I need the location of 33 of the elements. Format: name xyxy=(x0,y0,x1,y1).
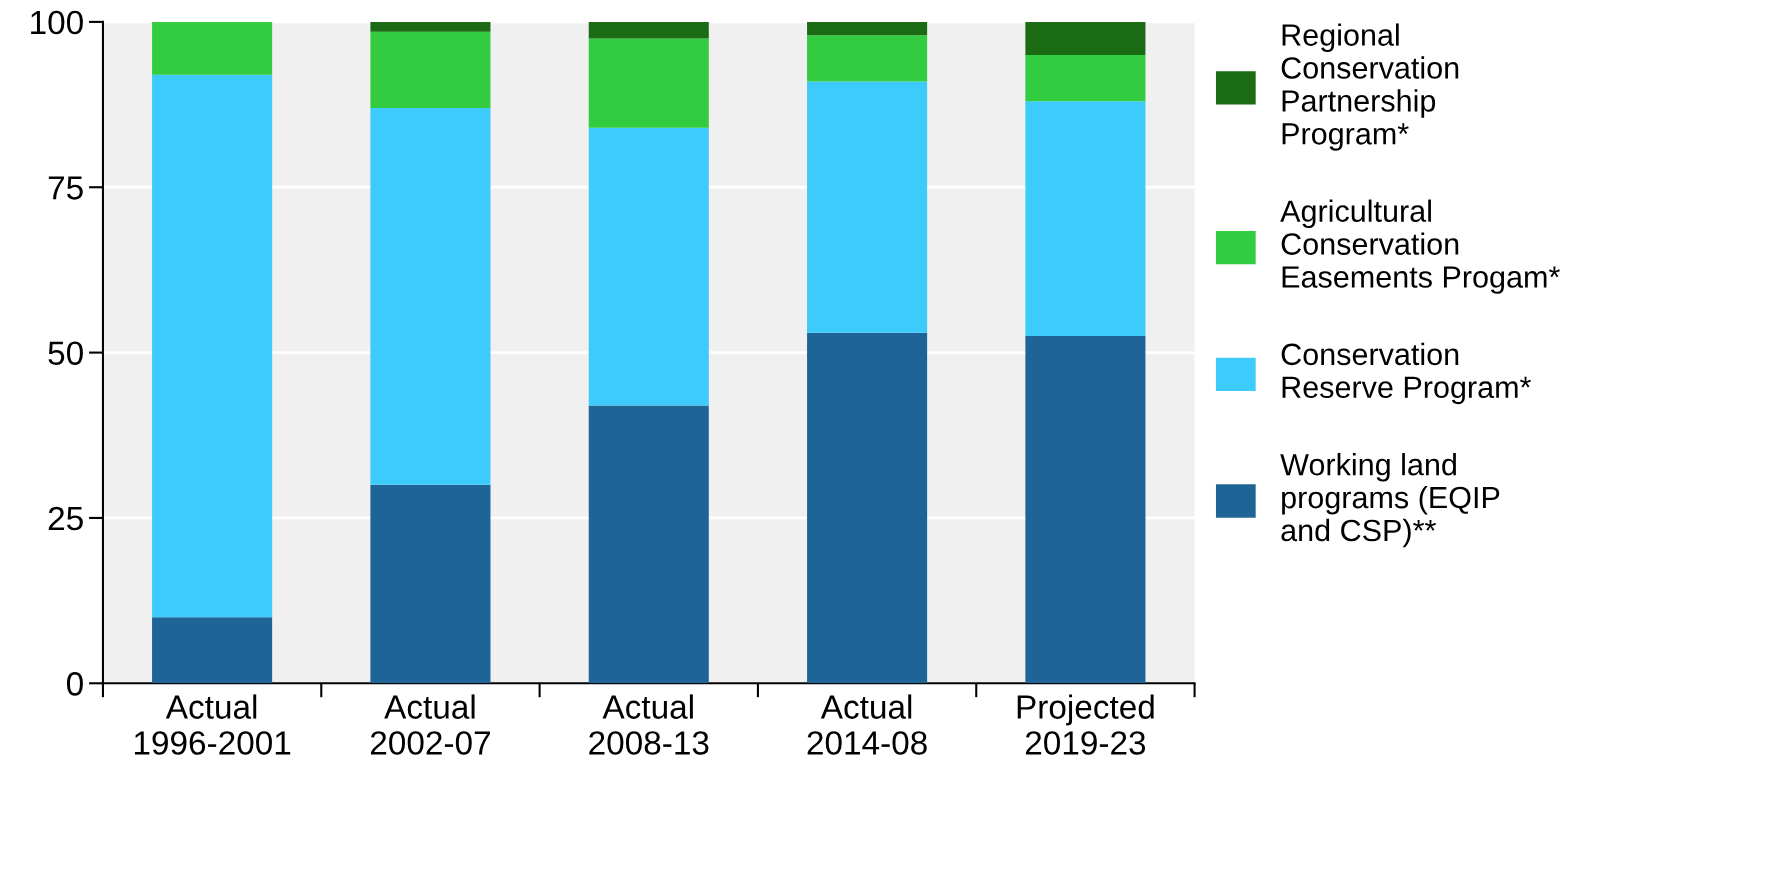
y-tick-label: 75 xyxy=(48,176,83,200)
x-tick-label: Actual 2008-13 xyxy=(589,694,709,755)
legend-label: Agricultural Conservation Easements Progam* xyxy=(1280,199,1560,294)
bar xyxy=(1025,54,1146,102)
bar xyxy=(370,31,491,108)
bar xyxy=(807,35,928,82)
x-tick-label: Projected 2019-23 xyxy=(1017,694,1154,755)
bar xyxy=(807,332,928,684)
bar xyxy=(370,107,491,485)
bar xyxy=(1025,336,1146,684)
bar xyxy=(588,405,709,684)
legend-label: Regional Conservation Partnership Program* xyxy=(1281,23,1459,151)
bar xyxy=(1025,21,1146,55)
bar xyxy=(588,21,709,39)
bar xyxy=(152,74,273,618)
y-tick-label: 100 xyxy=(31,10,83,35)
bar xyxy=(807,21,928,36)
bar xyxy=(370,484,491,684)
bar xyxy=(807,81,928,333)
y-tick-label: 50 xyxy=(48,341,83,365)
x-tick-label: Actual 2014-08 xyxy=(807,694,927,755)
x-tick-label: Actual 2002-07 xyxy=(370,694,490,755)
bar xyxy=(152,617,273,684)
legend-label: Working land programs (EQIP and CSP)** xyxy=(1280,453,1500,548)
bar xyxy=(588,38,709,128)
bar xyxy=(1025,101,1146,337)
bar xyxy=(588,127,709,406)
bar xyxy=(152,21,273,75)
y-tick-label: 0 xyxy=(66,672,83,696)
x-tick-label: Actual 1996-2001 xyxy=(134,694,291,755)
y-tick-label: 25 xyxy=(48,506,83,531)
bar xyxy=(370,21,491,32)
legend-label: Conservation Reserve Program* xyxy=(1281,342,1531,405)
